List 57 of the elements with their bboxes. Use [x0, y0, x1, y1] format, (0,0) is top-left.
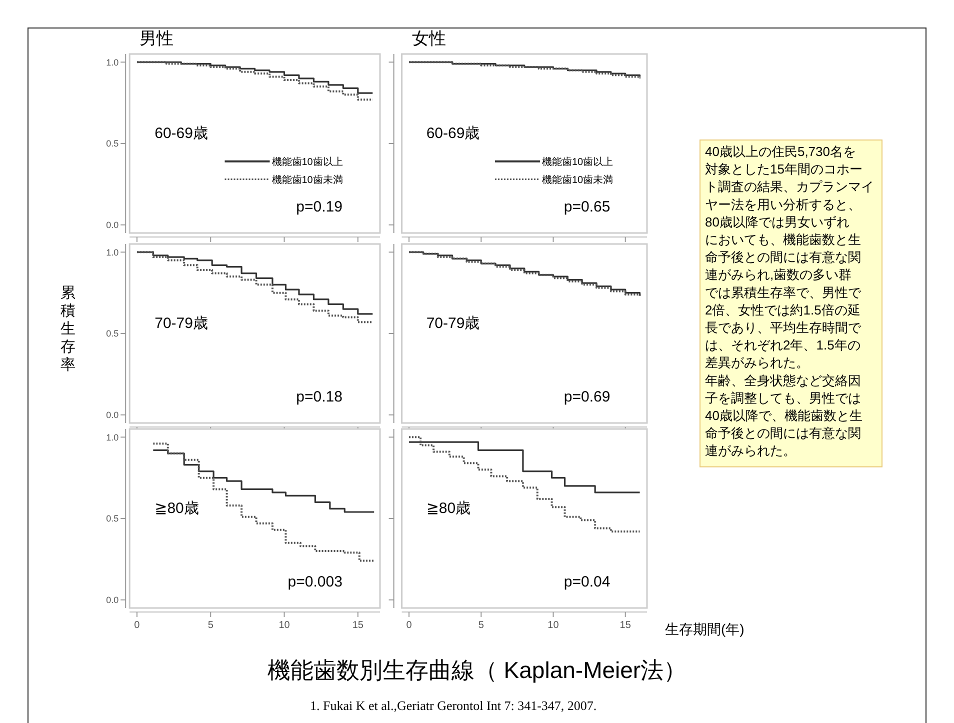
text: 連がみられ,歯数の多い群 — [705, 267, 852, 282]
y-tick-label: 0.5 — [106, 328, 119, 339]
x-tick-label: 0 — [406, 620, 412, 631]
x-axis-title: 生存期間(年) — [665, 621, 744, 637]
chart-title: 女性 — [412, 29, 446, 48]
text: は、それぞれ2年、1.5年の — [705, 338, 860, 353]
text: 年齢、全身状態など交絡因 — [705, 372, 861, 388]
x-tick-label: 10 — [278, 620, 290, 631]
text: 1. Fukai K et al.,Geriatr Gerontol Int 7: 341-347, 2007. — [310, 698, 597, 713]
annotation: p=0.003 — [288, 574, 342, 591]
text: 連がみられた。 — [705, 443, 796, 458]
x-tick-label: 10 — [548, 620, 560, 631]
chart-title: 男性 — [140, 29, 174, 48]
text: 80歳以降では男女いずれ — [705, 214, 850, 230]
y-tick-label: 1.0 — [106, 247, 119, 258]
legend-label: 機能歯10歯以上 — [542, 156, 614, 168]
x-tick-label: 0 — [134, 620, 140, 631]
annotation: 70-79歳 — [426, 315, 480, 332]
annotation: p=0.04 — [564, 574, 610, 591]
y-tick-label: 0.5 — [106, 514, 119, 524]
annotation: p=0.65 — [564, 198, 610, 216]
x-tick-label: 5 — [478, 620, 484, 631]
text: 2倍、女性では約1.5倍の延 — [705, 302, 860, 318]
text: 命予後との間には有意な関 — [705, 250, 861, 265]
annotation: ≧80歳 — [154, 500, 199, 518]
text: 40歳以上の住民5,730名を — [705, 144, 856, 159]
text: 命予後との間には有意な関 — [705, 426, 861, 441]
legend-label: 機能歯10歯未満 — [542, 174, 614, 186]
text: 機能歯数別生存曲線（ Kaplan-Meier法） — [267, 657, 687, 683]
text: 長であり、平均生存時間で — [705, 320, 862, 335]
annotation: p=0.18 — [296, 388, 342, 406]
x-tick-label: 5 — [208, 620, 214, 631]
y-tick-label: 0.0 — [106, 220, 119, 230]
text: ト調査の結果、カプランマイ — [705, 179, 874, 194]
annotation: p=0.19 — [296, 198, 342, 216]
text: では累積生存率で、男性で — [705, 284, 862, 300]
x-tick-label: 15 — [352, 620, 364, 631]
legend-label: 機能歯10歯未満 — [272, 174, 343, 186]
text: 対象とした15年間のコホー — [705, 162, 862, 177]
y-tick-label: 0.0 — [106, 410, 119, 420]
annotation: 60-69歳 — [426, 125, 480, 142]
y-tick-label: 0.5 — [106, 138, 119, 149]
annotation: 70-79歳 — [154, 315, 208, 332]
text: ヤー法を用い分析すると、 — [705, 196, 861, 212]
y-tick-label: 1.0 — [106, 57, 119, 68]
x-tick-label: 15 — [620, 620, 632, 631]
y-tick-label: 1.0 — [106, 432, 119, 442]
y-tick-label: 0.0 — [106, 595, 119, 606]
text: 40歳以降で、機能歯数と生 — [705, 408, 862, 423]
annotation: p=0.69 — [564, 388, 610, 406]
text: 子を調整しても、男性では — [705, 390, 861, 406]
y-axis-title: 累積生存率 — [60, 284, 76, 374]
annotation: ≧80歳 — [426, 500, 471, 518]
text: においても、機能歯数と生 — [705, 232, 861, 247]
text: 差異がみられた。 — [705, 355, 809, 370]
legend-label: 機能歯10歯以上 — [272, 156, 343, 168]
annotation: 60-69歳 — [154, 125, 208, 142]
